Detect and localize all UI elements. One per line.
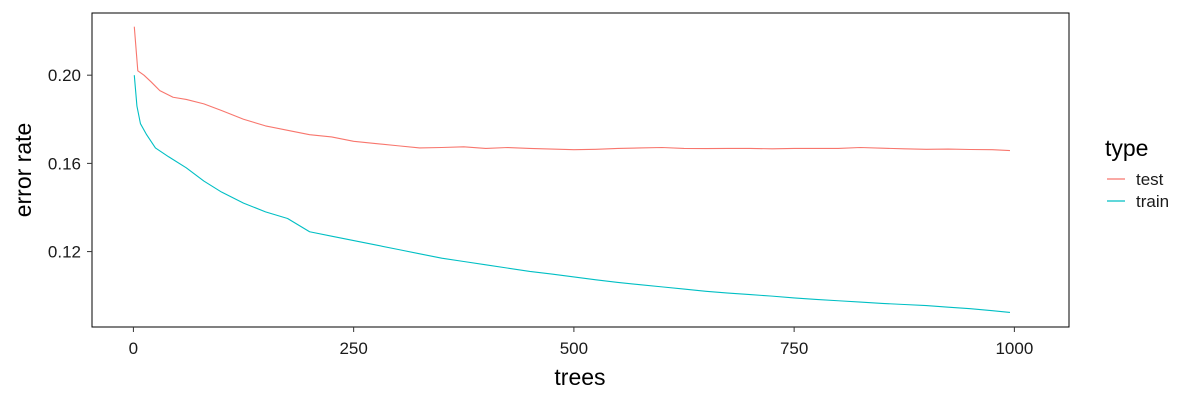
x-tick-label: 750 xyxy=(780,339,808,358)
legend-label-train: train xyxy=(1136,192,1169,211)
x-tick-label: 1000 xyxy=(995,339,1033,358)
legend-title: type xyxy=(1105,135,1148,161)
y-tick-label: 0.20 xyxy=(48,66,81,85)
y-tick-label: 0.12 xyxy=(48,243,81,262)
series-line-train xyxy=(133,75,1011,313)
x-tick-label: 0 xyxy=(129,339,138,358)
plot-panel xyxy=(91,12,1070,328)
y-axis: 0.12 0.16 0.20 xyxy=(48,66,92,262)
series-line-test xyxy=(133,26,1010,152)
x-axis-title: trees xyxy=(554,364,605,390)
x-tick-label: 250 xyxy=(339,339,367,358)
legend-label-test: test xyxy=(1136,170,1164,189)
x-axis: 0 250 500 750 1000 xyxy=(129,327,1033,358)
x-tick-label: 500 xyxy=(560,339,588,358)
y-tick-label: 0.16 xyxy=(48,154,81,173)
legend: type test train xyxy=(1105,135,1169,211)
y-axis-title: error rate xyxy=(10,123,36,218)
series-layer xyxy=(133,26,1011,313)
